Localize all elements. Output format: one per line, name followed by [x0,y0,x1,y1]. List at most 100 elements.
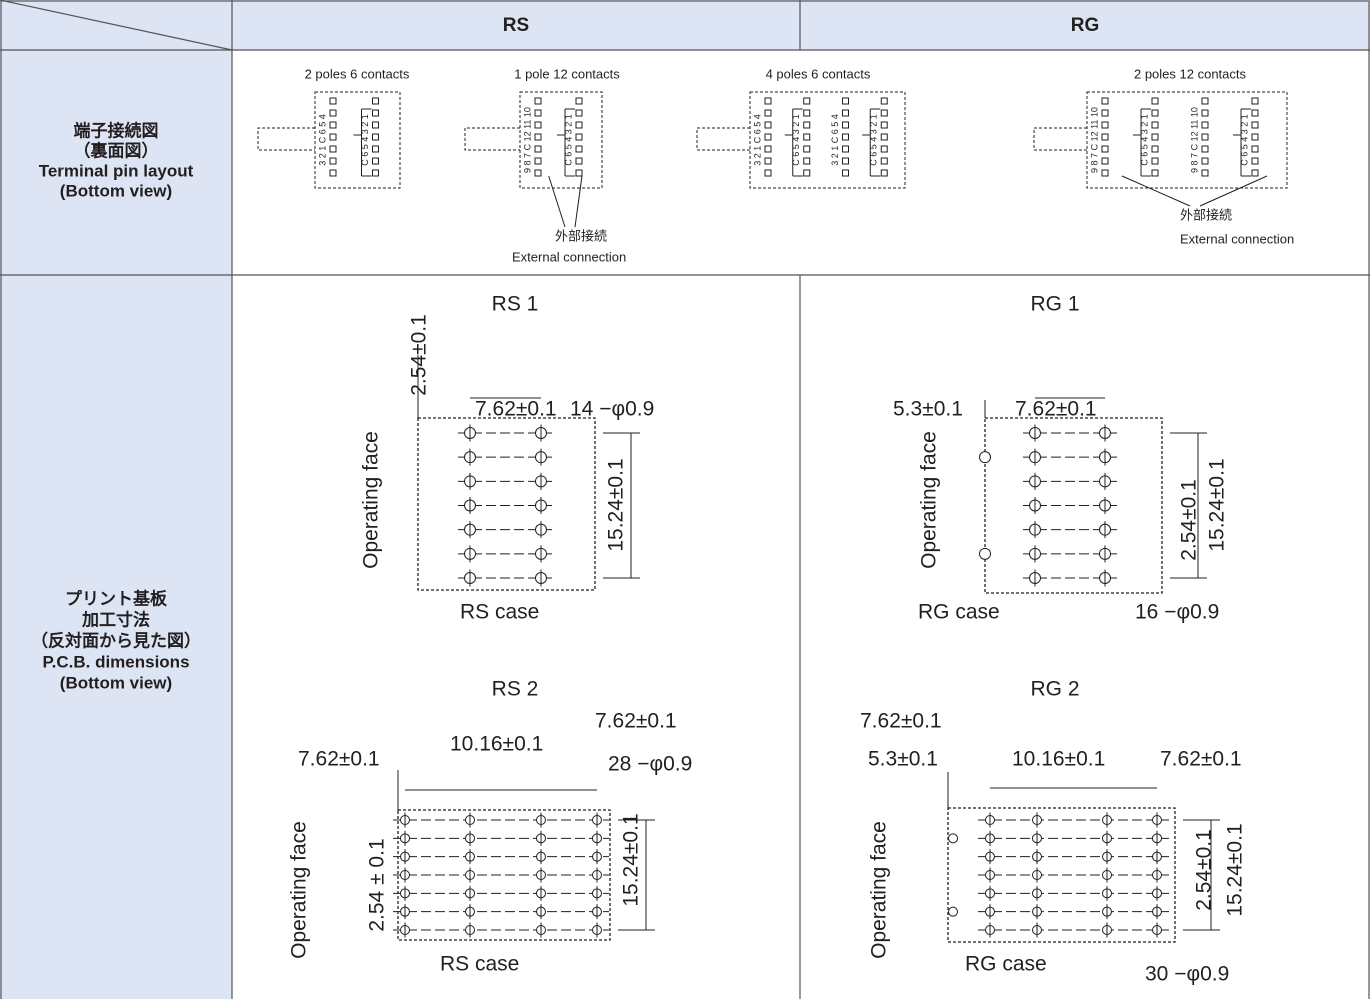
pin-labels: C 6 5 4 3 2 1 [869,114,879,166]
pin [1151,133,1159,141]
pin [575,133,583,141]
header-rs: RS [503,15,529,36]
line [574,175,583,228]
pin [764,157,772,165]
dimension-label: Operating face [288,821,311,959]
dimension-label: 2.54±0.1 [1178,479,1201,561]
pin [575,109,583,117]
pin [534,109,542,117]
pin [575,121,583,129]
pin [1151,145,1159,153]
dimension-label: RS case [460,601,539,624]
actuator-stub [1033,127,1087,151]
pin [1151,121,1159,129]
pin [372,169,379,177]
pin [329,109,337,117]
pin-labels: C 6 5 4 3 2 1 [563,114,573,166]
pin [1101,157,1109,165]
pin [329,97,337,105]
dimension-label: 10.16±0.1 [1012,748,1105,771]
line [1121,175,1191,207]
pin [1251,109,1259,117]
dimension-label: 2.54±0.1 [408,314,431,396]
pin-labels: C 6 5 4 3 2 1 [360,114,370,166]
dimension-label: 14 −φ0.9 [570,398,654,421]
pin [803,169,811,177]
pin [1201,133,1209,141]
dimension-label: Operating face [918,431,941,569]
pin [1251,97,1259,105]
pin [1101,133,1109,141]
row-label: （裏面図） [74,140,159,160]
dimension-label: 7.62±0.1 [860,710,942,733]
pin [534,133,542,141]
relay-outline [1086,91,1288,189]
pin [1251,145,1259,153]
dimension-label: RG case [918,601,1000,624]
pin-labels: 3 2 1 C 6 5 4 [317,114,327,166]
pin-labels: 3 2 1 C 6 5 4 [752,114,762,166]
pin [1201,97,1209,105]
dimension-label: Operating face [868,821,891,959]
pin [575,169,583,177]
pin [842,121,849,129]
pin [880,109,888,117]
note-ja: 外部接続 [1180,207,1232,222]
drawing-title: RG 1 [1030,293,1079,316]
row-label: 端子接続図 [74,120,159,140]
header-rg: RG [1071,15,1100,36]
pin [1151,169,1159,177]
note-en: External connection [512,249,626,264]
pin [372,157,379,165]
pin [842,97,849,105]
pin [764,169,772,177]
pin [534,145,542,153]
pin [1201,109,1209,117]
dimension-label: 30 −φ0.9 [1145,963,1229,986]
row-label: プリント基板 [65,588,168,608]
case-outline [984,417,1163,594]
relay-outline [749,91,906,189]
pin [880,121,888,129]
pin [1101,121,1109,129]
dimension-label: RG case [965,953,1047,976]
row-label: (Bottom view) [60,673,172,692]
pin [764,145,772,153]
row-label: 加工寸法 [81,609,150,629]
dimension-label: 7.62±0.1 [1015,398,1097,421]
pin [1101,145,1109,153]
dimension-label: 5.3±0.1 [868,748,938,771]
diagram-title: 2 poles 6 contacts [305,66,410,81]
diagram-title: 1 pole 12 contacts [514,66,620,81]
row-label: P.C.B. dimensions [42,652,189,671]
relay-outline [314,91,401,189]
pin [372,145,379,153]
pin-labels: C 6 5 4 3 2 1 [791,114,801,166]
pin-labels: 9 8 7 C 12 11 10 [1089,107,1099,173]
pin [1251,121,1259,129]
pin [329,145,337,153]
header-bg [0,0,1370,50]
pin [803,121,811,129]
pin [1201,121,1209,129]
pin [534,121,542,129]
pin-labels: 9 8 7 C 12 11 10 [1189,107,1199,173]
pin [764,133,772,141]
pin [1251,133,1259,141]
pin [1251,157,1259,165]
dimension-label: 15.24±0.1 [1206,458,1229,551]
dimension-label: Operating face [360,431,383,569]
diagram-title: 4 poles 6 contacts [766,66,871,81]
line [1199,175,1268,207]
dimension-label: 10.16±0.1 [450,733,543,756]
dimension-label: 15.24±0.1 [620,813,643,906]
pin [1201,157,1209,165]
dimension-label: 16 −φ0.9 [1135,601,1219,624]
pin [880,97,888,105]
drawing-title: RS 2 [492,678,539,701]
dimension-label: 7.62±0.1 [298,748,380,771]
actuator-stub [464,127,520,151]
pin [842,109,849,117]
pin-hole [948,906,958,917]
